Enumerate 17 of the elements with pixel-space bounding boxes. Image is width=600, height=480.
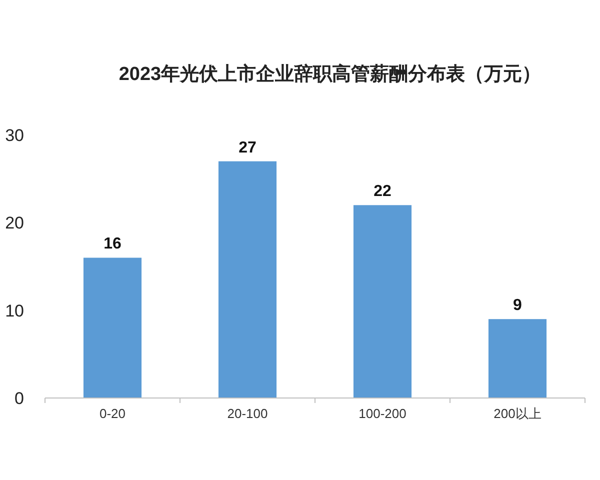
x-tick-label: 100-200 <box>358 406 406 421</box>
bar <box>488 319 547 398</box>
y-tick-label: 30 <box>5 126 24 145</box>
data-label: 22 <box>374 183 392 200</box>
x-tick-label: 0-20 <box>99 406 126 421</box>
bar <box>83 258 142 398</box>
data-label: 27 <box>238 139 256 156</box>
x-tick-label: 200以上 <box>494 406 542 421</box>
y-tick-label: 10 <box>5 301 24 320</box>
chart-title: 2023年光伏上市企业辞职高管薪酬分布表（万元） <box>118 63 542 85</box>
bar <box>218 161 277 398</box>
data-label: 9 <box>513 297 522 314</box>
x-tick-label: 20-100 <box>227 406 268 421</box>
y-tick-label: 20 <box>5 214 24 233</box>
bar <box>353 205 412 398</box>
y-tick-label: 0 <box>14 389 24 408</box>
data-label: 16 <box>104 236 122 253</box>
